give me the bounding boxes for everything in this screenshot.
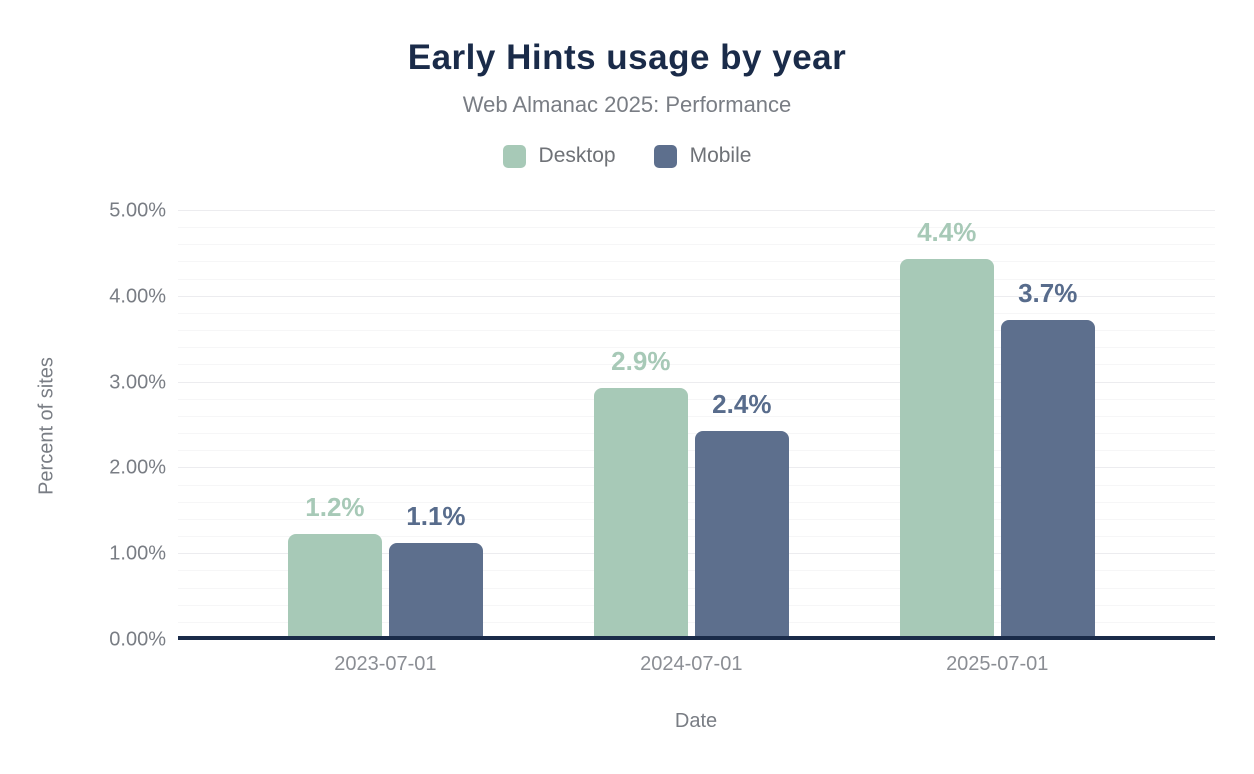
gridline <box>178 364 1215 366</box>
gridline <box>178 330 1215 332</box>
legend-item-desktop: Desktop <box>502 144 616 168</box>
legend-item-mobile: Mobile <box>653 144 752 168</box>
x-axis-line <box>178 636 1215 640</box>
gridline <box>178 312 1215 314</box>
gridline <box>178 227 1215 229</box>
gridline <box>178 347 1215 349</box>
y-tick-label: 2.00% <box>109 456 166 479</box>
gridline <box>178 244 1215 246</box>
gridline <box>178 210 1215 211</box>
gridline <box>178 415 1215 417</box>
bar-desktop-2024-07-01 <box>593 388 688 637</box>
bar-value-label: 1.2% <box>305 492 365 523</box>
bar-value-label: 2.9% <box>611 346 671 377</box>
bar-value-label: 3.7% <box>1018 277 1078 308</box>
chart-subtitle: Web Almanac 2025: Performance <box>462 92 792 117</box>
bar-desktop-2023-07-01 <box>287 534 382 637</box>
y-tick-label: 1.00% <box>109 542 166 565</box>
gridline <box>178 398 1215 400</box>
y-tick-label: 5.00% <box>109 199 166 222</box>
bar-value-label: 2.4% <box>712 389 772 420</box>
bar-desktop-2025-07-01 <box>899 259 994 637</box>
bar-value-label: 1.1% <box>406 500 466 531</box>
gridline <box>178 278 1215 280</box>
y-tick-label: 3.00% <box>109 371 166 394</box>
gridline <box>178 381 1215 383</box>
plot-area: 1.2% 1.1% 2.9% 2.4% 4.4% 3.7% <box>178 210 1215 640</box>
y-tick-label: 4.00% <box>109 285 166 308</box>
bar-mobile-2024-07-01 <box>694 431 789 637</box>
gridline <box>178 261 1215 263</box>
legend-label-mobile: Mobile <box>689 144 752 167</box>
chart-title: Early Hints usage by year <box>407 38 847 77</box>
legend-label-desktop: Desktop <box>538 144 616 167</box>
desktop-swatch-icon <box>502 144 526 168</box>
x-tick-label: 2024-07-01 <box>640 653 743 675</box>
legend: Desktop Mobile <box>0 144 1254 168</box>
mobile-swatch-icon <box>653 144 677 168</box>
chart-region: Percent of sites Date 1.2% 1.1% 2.9% 2.4% 4.… <box>0 180 1254 774</box>
bar-value-label: 4.4% <box>917 217 977 248</box>
x-axis-title: Date <box>674 710 718 732</box>
x-tick-label: 2025-07-01 <box>946 653 1049 675</box>
x-tick-label: 2023-07-01 <box>334 653 437 675</box>
gridline <box>178 295 1215 297</box>
bar-mobile-2023-07-01 <box>388 542 483 637</box>
y-tick-label: 0.00% <box>109 628 166 651</box>
bar-mobile-2025-07-01 <box>1000 319 1095 637</box>
